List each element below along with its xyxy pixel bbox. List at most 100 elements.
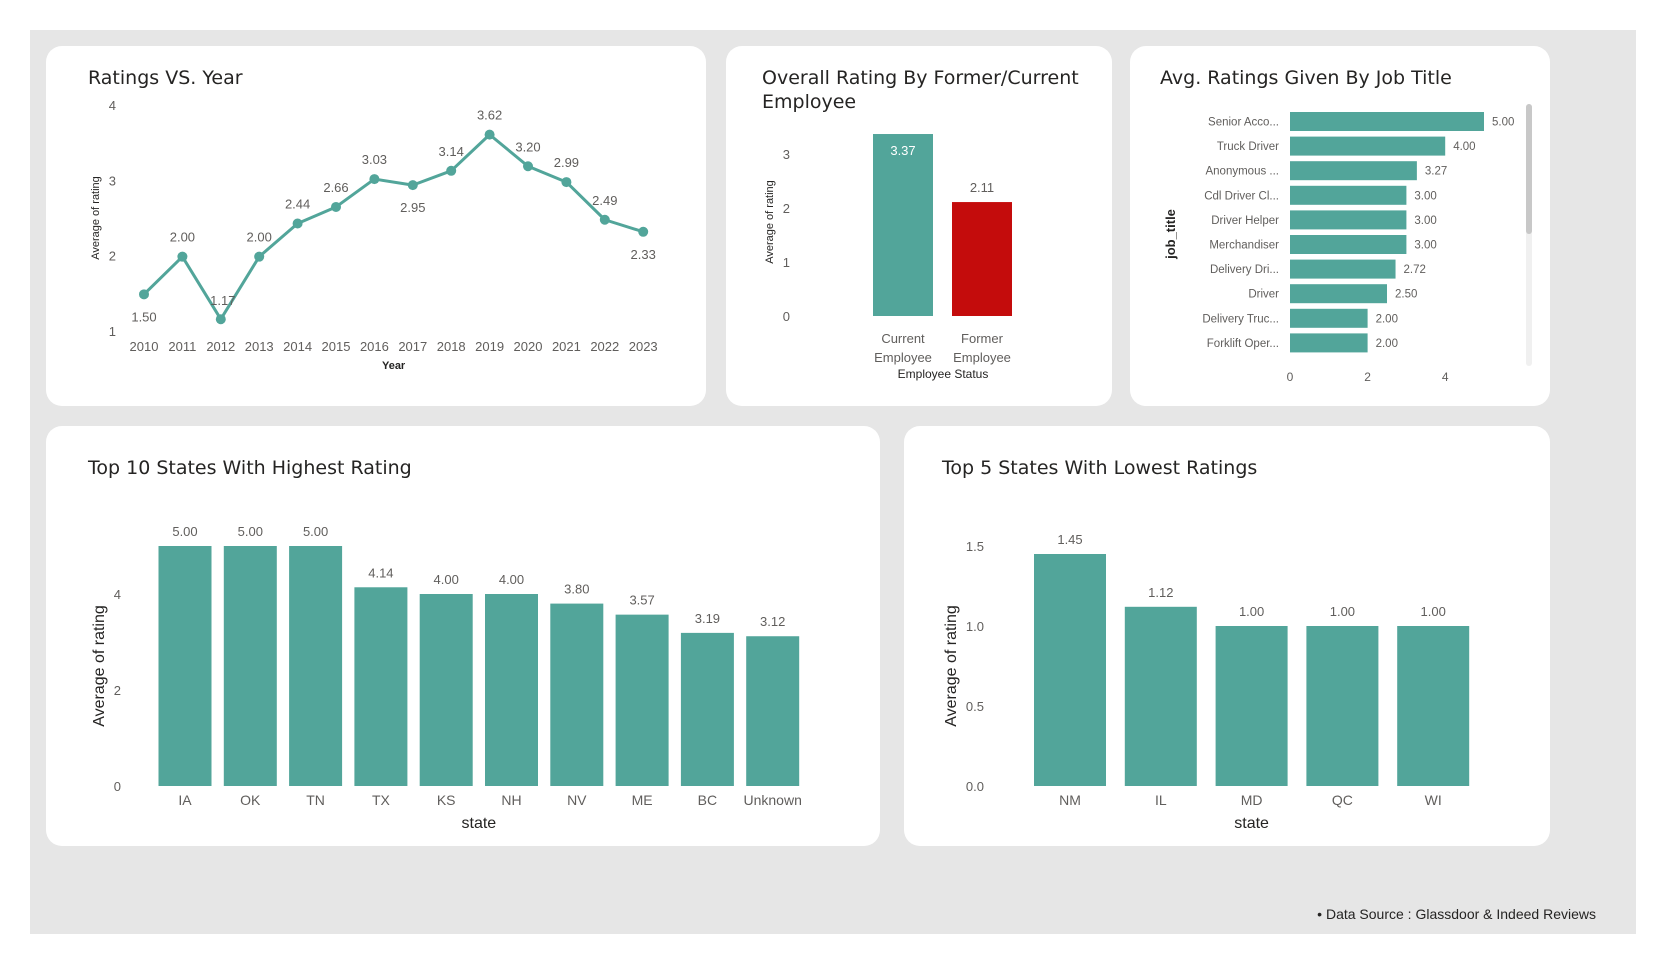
card-ratings-vs-year[interactable]: Ratings VS. Year 1 2 3 4 Average of rating 20… — [46, 46, 706, 406]
data-label: 3.27 — [1425, 166, 1447, 178]
data-point — [561, 177, 572, 188]
y-tick-label: Merchandiser — [1209, 240, 1279, 252]
y-tick-label: Anonymous ... — [1205, 166, 1279, 178]
data-label: 4.14 — [368, 565, 393, 580]
data-label: 1.45 — [1057, 532, 1082, 547]
bar — [1290, 185, 1407, 205]
x-tick-label: OK — [240, 792, 261, 808]
x-tick-label: 2022 — [590, 339, 619, 354]
bar — [223, 546, 277, 786]
card-top5-states-lowest[interactable]: Top 5 States With Lowest Ratings 0.0 0.5 1… — [904, 426, 1550, 846]
bar — [1290, 259, 1396, 279]
x-tick-label: 2010 — [130, 339, 159, 354]
x-tick-label: 2 — [1364, 370, 1371, 384]
x-tick-label: 2014 — [283, 339, 312, 354]
x-tick-label: 2012 — [206, 339, 235, 354]
data-label: 2.00 — [1376, 338, 1398, 350]
bar — [1290, 284, 1387, 304]
bar — [1397, 626, 1470, 786]
y-tick-label: 4 — [109, 98, 116, 113]
x-tick-label: Unknown — [744, 792, 802, 808]
data-point — [215, 314, 226, 325]
data-point — [523, 161, 533, 172]
bar — [1290, 235, 1407, 254]
y-tick-label: 4 — [114, 587, 121, 602]
bar — [680, 632, 734, 786]
data-label: 5.00 — [172, 524, 197, 539]
data-label: 2.50 — [1395, 289, 1417, 301]
x-tick-label: TN — [306, 792, 325, 808]
data-label: 2.00 — [247, 230, 272, 245]
employee-status-bar-chart: 0 1 2 3 Average of rating 3.37 Current Employee… — [764, 134, 1012, 381]
y-tick-label: 0.5 — [966, 699, 984, 714]
data-label: 1.17 — [210, 293, 235, 308]
y-tick-label: Cdl Driver Cl... — [1204, 190, 1279, 202]
y-tick-label: 0.0 — [966, 779, 984, 794]
data-label: 3.37 — [890, 143, 915, 158]
x-tick-label: 2019 — [475, 339, 504, 354]
y-tick-label: 2 — [114, 683, 121, 698]
scrollbar-thumb[interactable] — [1526, 104, 1532, 234]
bar — [550, 603, 604, 786]
bar — [485, 594, 538, 786]
x-tick-label: MD — [1241, 792, 1263, 808]
data-label: 3.80 — [564, 582, 589, 597]
bar — [1290, 112, 1484, 131]
data-label: 3.00 — [1414, 190, 1436, 202]
data-label: 2.11 — [970, 180, 994, 195]
bar — [1290, 210, 1407, 230]
x-tick-label: 2018 — [437, 339, 466, 354]
data-point — [292, 218, 303, 229]
data-label: 2.00 — [170, 230, 195, 245]
job-title-bar-chart: job_title Senior Acco... 5.00 Truck Driver 4… — [1163, 112, 1514, 384]
data-label: 2.33 — [631, 247, 656, 262]
x-tick-label: BC — [698, 792, 717, 808]
y-tick-label: Truck Driver — [1217, 141, 1279, 153]
chart-title: Ratings VS. Year — [88, 67, 243, 89]
data-label: 3.00 — [1414, 240, 1436, 252]
scrollbar-track[interactable] — [1526, 104, 1532, 366]
footer-text: Data Source : Glassdoor & Indeed Reviews — [1325, 906, 1596, 922]
card-rating-by-employee-status[interactable]: Overall Rating By Former/Current Employe… — [726, 46, 1112, 406]
x-tick-label: 0 — [1287, 370, 1294, 384]
y-tick-label: Driver Helper — [1211, 215, 1279, 227]
series-line — [142, 133, 644, 321]
y-tick-label: Driver — [1248, 289, 1279, 301]
x-tick-label: QC — [1332, 792, 1353, 808]
data-label: 3.20 — [515, 139, 540, 154]
y-tick-label: 3 — [109, 173, 116, 188]
data-point — [599, 214, 610, 225]
x-tick-label: NV — [567, 792, 587, 808]
x-tick-label: ME — [632, 792, 653, 808]
data-label: 1.12 — [1148, 585, 1173, 600]
y-axis-label: Average of rating — [943, 605, 960, 727]
x-tick-label: Employee — [953, 350, 1011, 365]
x-tick-label: 2016 — [360, 339, 389, 354]
bar — [1290, 136, 1446, 156]
data-label: 2.72 — [1404, 264, 1426, 276]
x-tick-label: IA — [178, 792, 192, 808]
y-tick-label: 0 — [783, 309, 790, 324]
bar — [289, 546, 343, 786]
x-tick-label: 2017 — [398, 339, 427, 354]
bar — [873, 134, 933, 316]
top5-states-bar-chart: 0.0 0.5 1.0 1.5 Average of rating 1.45 NM 1.12 I… — [943, 532, 1470, 832]
data-label: 1.00 — [1330, 604, 1355, 619]
bar — [1290, 308, 1368, 328]
card-top10-states-highest[interactable]: Top 10 States With Highest Rating 0 2 4 Ave… — [46, 426, 880, 846]
chart-title: Overall Rating By Former/Current Employe… — [762, 67, 1079, 113]
data-point — [638, 226, 649, 237]
x-tick-label: Former — [961, 331, 1004, 346]
top10-states-bar-chart: 0 2 4 Average of rating 5.00 IA 5.00 OK 5.00 TN 4.… — [91, 524, 802, 832]
y-tick-label: Forklift Oper... — [1207, 338, 1279, 350]
bar — [1290, 161, 1417, 181]
data-point — [177, 251, 188, 262]
y-tick-label: Senior Acco... — [1208, 117, 1279, 129]
chart-title: Top 10 States With Highest Rating — [88, 457, 412, 479]
card-ratings-by-job-title[interactable]: Avg. Ratings Given By Job Title job_titl… — [1130, 46, 1550, 406]
data-label: 3.00 — [1414, 215, 1436, 227]
footer-bullet: • — [1317, 906, 1323, 922]
y-tick-label: 1 — [783, 255, 790, 270]
data-label: 5.00 — [1492, 117, 1514, 129]
data-label: 4.00 — [1453, 141, 1475, 153]
